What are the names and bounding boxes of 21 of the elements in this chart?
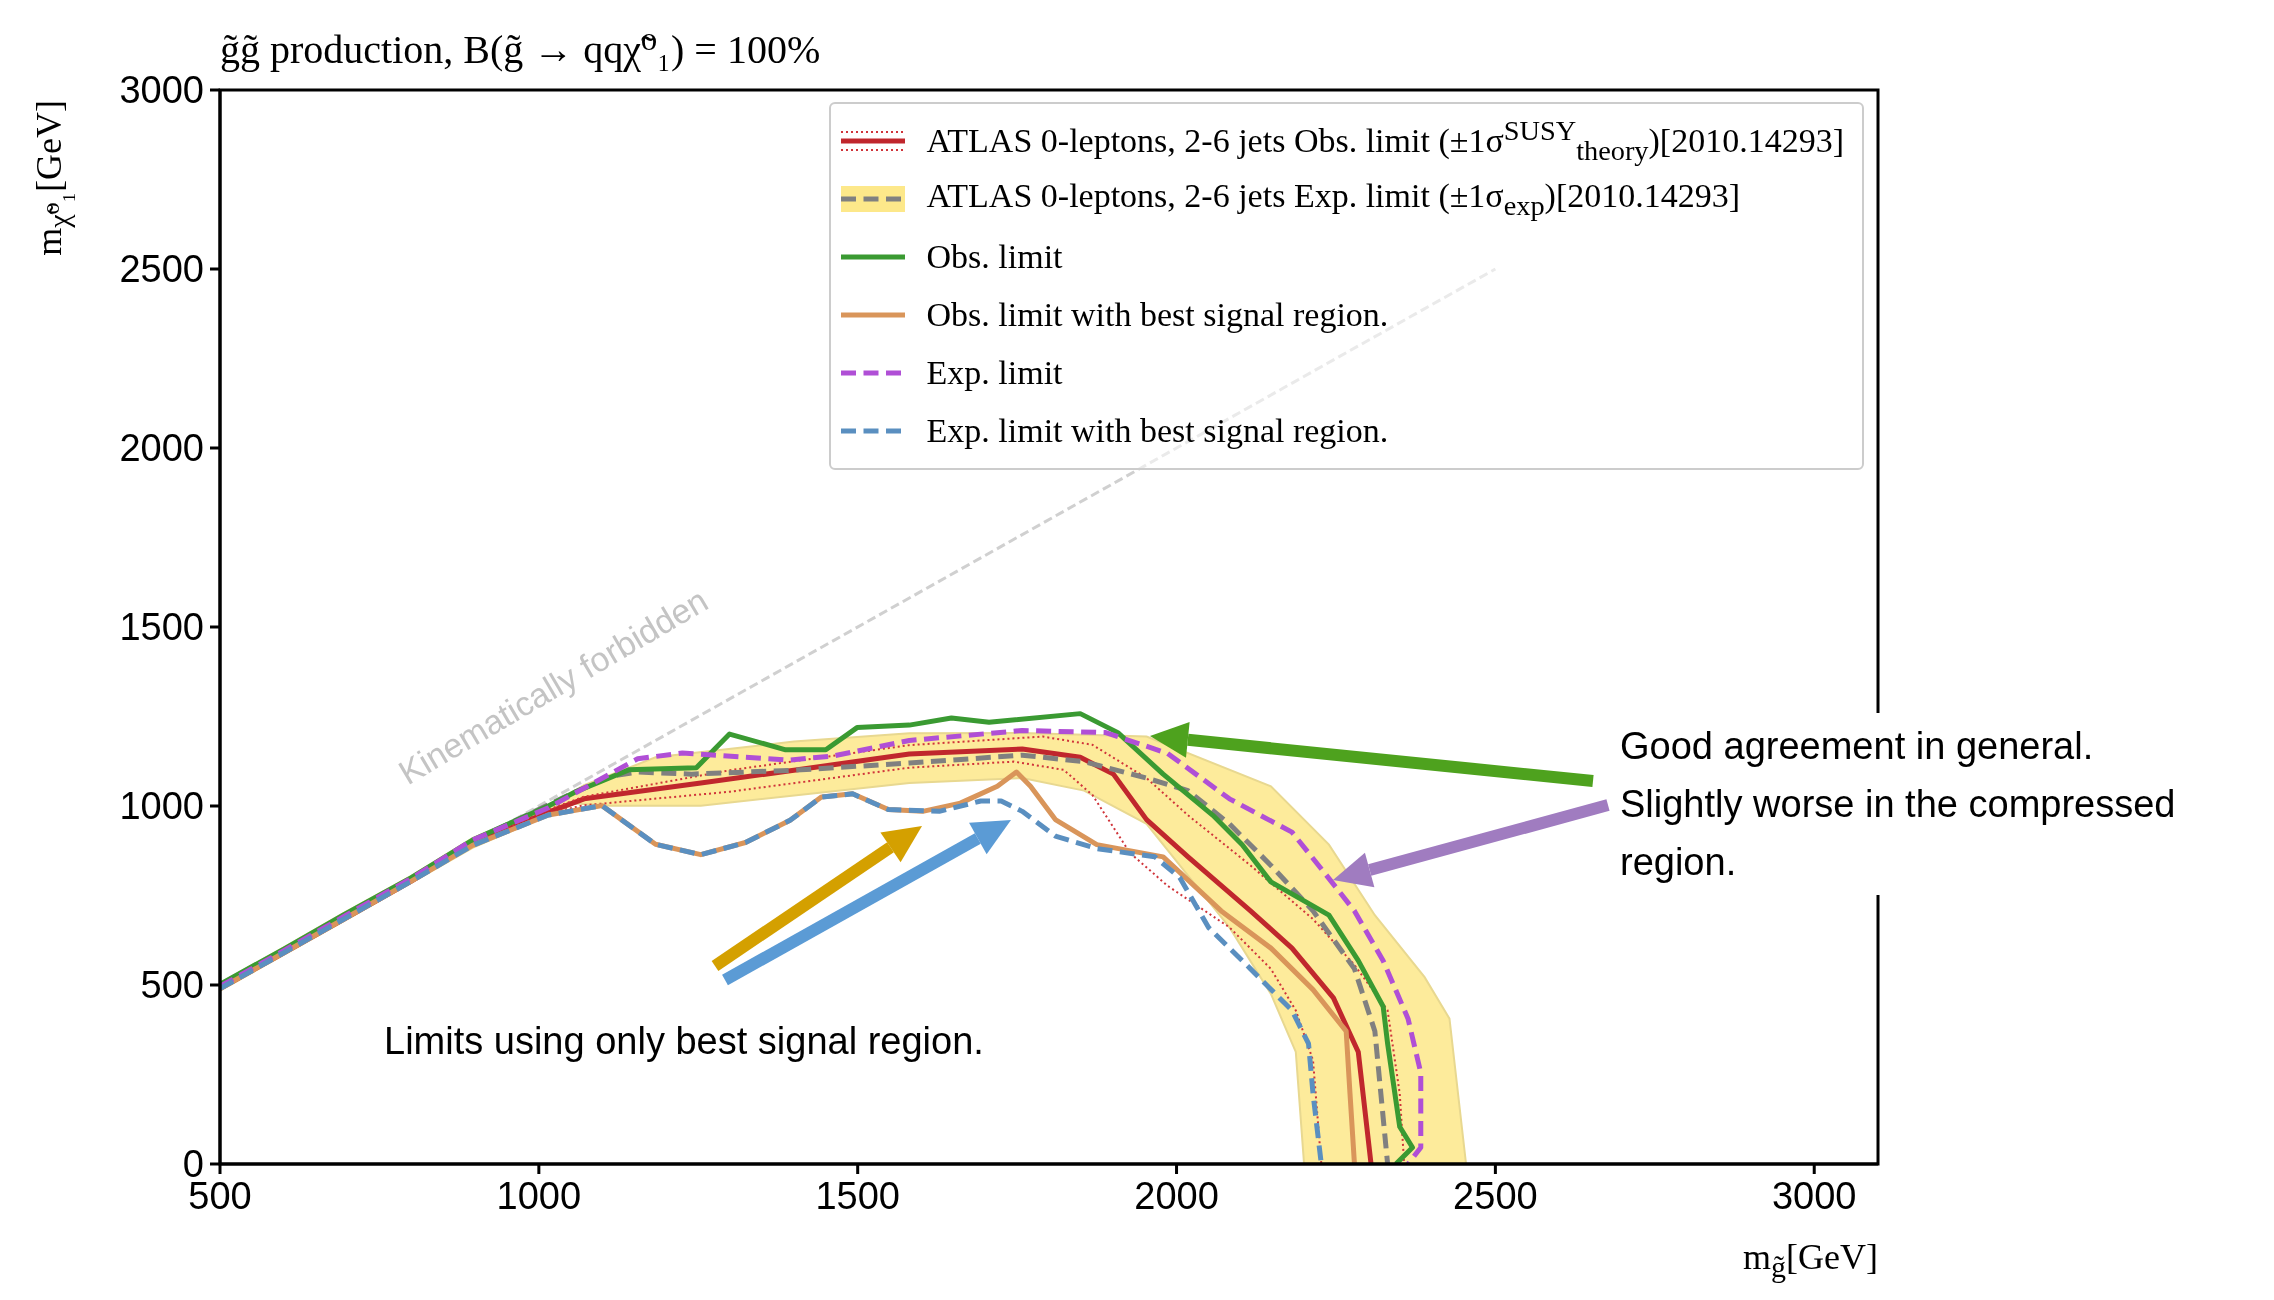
legend-label: Exp. limit with best signal region.: [926, 412, 1389, 450]
x-axis-title: m$_{g̃}$[GeV]: [1743, 1236, 1878, 1285]
y-tick-label: 1000: [119, 785, 204, 828]
x-tick-label: 2500: [1453, 1174, 1538, 1217]
x-tick-label: 1000: [496, 1174, 582, 1217]
legend-label: Obs. limit: [926, 238, 1063, 276]
legend-label: Obs. limit with best signal region.: [926, 296, 1389, 334]
annotation: Good agreement in general. Slightly worse in the compressed region.: [1620, 713, 2220, 895]
y-tick-label: 1500: [119, 606, 204, 649]
y-tick-label: 2000: [119, 427, 204, 470]
legend-label: ATLAS 0-leptons, 2-6 jets Exp. limit (±1σ$_{exp}$)[2010.14293]: [926, 176, 1741, 222]
y-tick-label: 500: [140, 964, 204, 1007]
annotation: Limits using only best signal region.: [384, 1020, 984, 1063]
chart-title: g̃g̃ production, B(g̃ → qqχ̃⁰₁) = 100%: [220, 26, 821, 73]
x-tick-label: 2000: [1134, 1174, 1219, 1217]
legend-label: Exp. limit: [926, 354, 1063, 392]
legend-label: ATLAS 0-leptons, 2-6 jets Obs. limit (±1σ$^{SUSY}$$_{theory}$)[2010.14293]: [926, 114, 1844, 168]
x-tick-label: 1500: [815, 1174, 900, 1217]
y-tick-label: 3000: [119, 69, 204, 112]
x-tick-label: 3000: [1771, 1174, 1857, 1217]
y-tick-label: 2500: [119, 248, 204, 291]
